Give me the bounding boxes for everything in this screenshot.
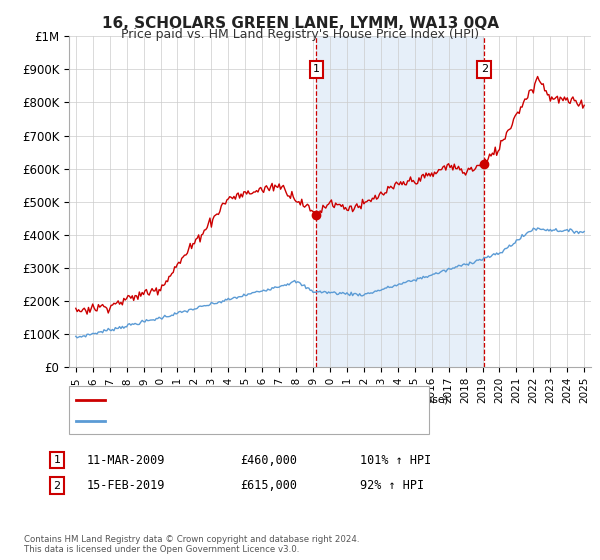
- Text: £460,000: £460,000: [240, 454, 297, 467]
- Text: 2: 2: [53, 480, 61, 491]
- Text: 1: 1: [53, 455, 61, 465]
- Text: 15-FEB-2019: 15-FEB-2019: [87, 479, 166, 492]
- Text: Price paid vs. HM Land Registry's House Price Index (HPI): Price paid vs. HM Land Registry's House …: [121, 28, 479, 41]
- Text: 11-MAR-2009: 11-MAR-2009: [87, 454, 166, 467]
- Text: £615,000: £615,000: [240, 479, 297, 492]
- Text: 16, SCHOLARS GREEN LANE, LYMM, WA13 0QA (detached house): 16, SCHOLARS GREEN LANE, LYMM, WA13 0QA …: [110, 395, 448, 405]
- Text: 92% ↑ HPI: 92% ↑ HPI: [360, 479, 424, 492]
- Text: 16, SCHOLARS GREEN LANE, LYMM, WA13 0QA: 16, SCHOLARS GREEN LANE, LYMM, WA13 0QA: [101, 16, 499, 31]
- Text: HPI: Average price, detached house, Warrington: HPI: Average price, detached house, Warr…: [110, 416, 361, 426]
- Text: 2: 2: [481, 64, 488, 74]
- Bar: [316, 36, 484, 367]
- Text: Contains HM Land Registry data © Crown copyright and database right 2024.
This d: Contains HM Land Registry data © Crown c…: [24, 535, 359, 554]
- Text: 101% ↑ HPI: 101% ↑ HPI: [360, 454, 431, 467]
- Text: 1: 1: [313, 64, 320, 74]
